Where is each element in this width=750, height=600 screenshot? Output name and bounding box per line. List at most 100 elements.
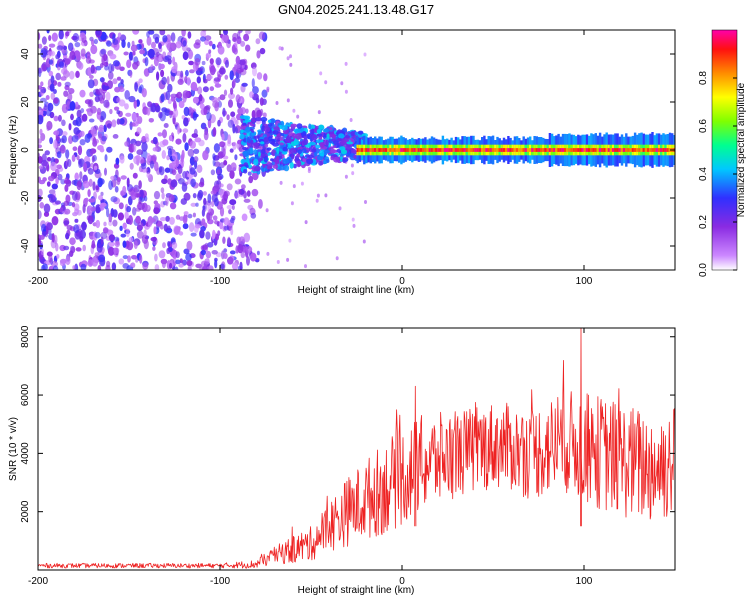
spectrogram-cell (266, 165, 273, 170)
spectrogram-cell (518, 148, 521, 152)
spectrogram-cell (651, 148, 654, 152)
spectrogram-cell (666, 148, 669, 152)
spectrogram-cell (168, 135, 173, 142)
spectrogram-cell (100, 48, 107, 55)
spectrogram-cell (162, 35, 168, 43)
spectrogram-cell (90, 207, 96, 212)
spectrogram-cell (231, 262, 239, 270)
spectrogram-cell (173, 108, 179, 118)
spectrogram-cell (116, 118, 121, 125)
spectrogram-cell (203, 78, 208, 84)
spectrogram-cell (147, 222, 152, 228)
spectrogram-cell (178, 100, 185, 109)
spectrogram-cell (49, 83, 55, 92)
spectrogram-cell (279, 153, 283, 158)
spectrogram-cell (316, 128, 322, 134)
spectrogram-cell (152, 147, 158, 152)
spectrogram-cell (275, 101, 279, 105)
spectrogram-cell (614, 148, 617, 152)
spectrogram-cell (127, 153, 134, 160)
spectrogram-cell (153, 226, 157, 235)
spectrogram-cell (241, 184, 246, 190)
spectrogram-cell (203, 130, 209, 141)
spectrogram-cell (167, 98, 172, 105)
spectrogram-cell (58, 30, 64, 40)
spectrogram-cell (202, 244, 208, 251)
spectrogram-cell (642, 148, 645, 152)
spectrogram-cell (629, 148, 632, 152)
spectrogram-cell (70, 113, 74, 121)
spectrogram-cell (96, 30, 101, 36)
spectrogram-cell (69, 101, 76, 111)
spectrogram-cell (132, 172, 138, 179)
spectrogram-cell (568, 148, 571, 152)
spectrogram-cell (167, 225, 171, 231)
spectrogram-cell (42, 177, 47, 182)
spectrogram-cell (55, 177, 59, 185)
spectrogram-cell (217, 175, 223, 181)
spectrogram-cell (126, 241, 134, 251)
spectrogram-y-tick-label: 20 (20, 96, 31, 108)
spectrogram-cell (540, 148, 543, 152)
spectrogram-cell (193, 224, 199, 233)
spectrogram-cell (48, 35, 52, 41)
spectrogram-cell (167, 148, 172, 158)
spectrogram-cell (230, 217, 235, 224)
spectrogram-cell (223, 89, 228, 96)
spectrogram-cell (227, 119, 235, 128)
spectrogram-cell (245, 126, 251, 133)
spectrogram-cell (156, 71, 160, 81)
spectrogram-cell (161, 192, 165, 200)
spectrogram-cell (46, 157, 52, 162)
spectrogram-cell (160, 187, 165, 194)
spectrogram-cell (253, 149, 258, 155)
spectrogram-cell (239, 107, 246, 115)
spectrogram-cell (82, 244, 86, 252)
spectrogram-cell (47, 51, 54, 56)
spectrogram-cell (344, 89, 348, 94)
spectrogram-cell (72, 146, 78, 151)
spectrogram-cell (564, 148, 567, 152)
spectrogram-cell (80, 263, 87, 270)
spectrogram-cell (234, 64, 241, 69)
spectrogram-cell (441, 148, 445, 152)
spectrogram-cell (318, 124, 325, 130)
spectrogram-cell (340, 149, 348, 155)
spectrogram-y-tick-label: 0 (20, 147, 31, 153)
spectrogram-cell (198, 181, 205, 188)
spectrogram-cell (165, 90, 171, 101)
spectrogram-cell (94, 252, 100, 257)
spectrogram-cell (135, 215, 142, 224)
spectrogram-cell (307, 154, 314, 159)
spectrogram-cell (228, 92, 235, 100)
spectrogram-cell (316, 193, 320, 198)
spectrogram-cell (136, 127, 142, 134)
spectrogram-cell (283, 164, 290, 172)
spectrogram-cell (38, 144, 43, 149)
spectrogram-cell (186, 77, 191, 86)
spectrogram-cell (306, 158, 314, 165)
colorbar-ticks: 0.0 0.2 0.4 0.6 0.8 (698, 71, 737, 277)
spectrogram-cell (82, 174, 88, 184)
spectrogram-cell (171, 241, 178, 249)
spectrogram-cell (293, 163, 297, 169)
spectrogram-cell (251, 132, 257, 136)
spectrogram-cell (278, 46, 282, 51)
spectrogram-cell (39, 202, 45, 209)
snr-x-ticks: -200 -100 0 100 (28, 328, 593, 587)
snr-frame (37, 327, 676, 571)
spectrogram-cell (129, 122, 136, 127)
spectrogram-cell (74, 42, 81, 48)
spectrogram-cell (49, 137, 53, 145)
spectrogram-cell (315, 198, 319, 203)
spectrogram-cell (114, 86, 121, 93)
spectrogram-cell (41, 36, 47, 45)
spectrogram-cell (400, 148, 403, 152)
snr-panel: -200 -100 0 100 2000 4000 6000 8000 Height of … (8, 325, 676, 596)
spectrogram-cell (625, 148, 628, 152)
spectrogram-cell (78, 158, 83, 169)
spectrogram-cell (39, 128, 43, 136)
spectrogram-cell (404, 148, 407, 152)
spectrogram-cell (207, 118, 212, 129)
